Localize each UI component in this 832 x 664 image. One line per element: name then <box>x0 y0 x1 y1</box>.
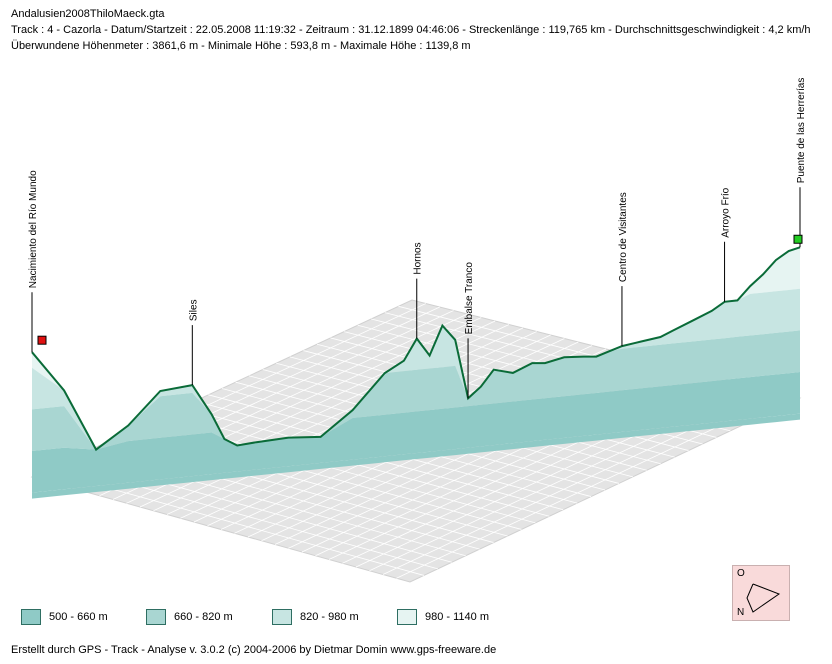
legend-item-1: 500 - 660 m <box>21 609 108 625</box>
elevation-chart: Nacimiento del Río Mundo Siles Hornos Embal… <box>28 78 807 583</box>
legend-label: 500 - 660 m <box>49 611 108 623</box>
legend-label: 820 - 980 m <box>300 611 359 623</box>
waypoint-label: Puente de las Herrerías <box>796 78 807 184</box>
header: Andalusien2008ThiloMaeck.gta Track : 4 -… <box>11 6 811 54</box>
legend: 500 - 660 m 660 - 820 m 820 - 980 m 980 … <box>0 609 832 629</box>
waypoint-label: Arroyo Frío <box>721 187 732 237</box>
legend-swatch <box>397 609 417 625</box>
file-title: Andalusien2008ThiloMaeck.gta <box>11 8 165 20</box>
elevation-profile-line <box>31 246 801 452</box>
waypoint-label: Centro de Visitantes <box>618 192 629 282</box>
end-marker <box>793 234 803 244</box>
elevation-base <box>32 413 800 499</box>
legend-label: 980 - 1140 m <box>425 611 490 623</box>
elevation-band-2 <box>32 330 800 451</box>
compass-arrow-icon <box>746 583 781 613</box>
legend-item-4: 980 - 1140 m <box>397 609 489 625</box>
waypoint-label: Nacimiento del Río Mundo <box>28 170 39 288</box>
legend-swatch <box>21 609 41 625</box>
compass-label-top: O <box>737 568 745 579</box>
waypoint-label: Hornos <box>413 242 424 274</box>
legend-item-2: 660 - 820 m <box>146 609 233 625</box>
waypoint-label: Siles <box>188 299 199 321</box>
elevation-info: Überwundene Höhenmeter : 3861,6 m - Mini… <box>11 40 471 52</box>
elevation-band-3 <box>32 288 800 450</box>
legend-swatch <box>146 609 166 625</box>
legend-item-3: 820 - 980 m <box>272 609 359 625</box>
compass-label-bottom: N <box>737 607 745 618</box>
footer-credits: Erstellt durch GPS - Track - Analyse v. … <box>11 644 497 656</box>
legend-swatch <box>272 609 292 625</box>
waypoint-label: Embalse Tranco <box>464 262 475 335</box>
legend-label: 660 - 820 m <box>174 611 233 623</box>
elevation-band-1 <box>32 372 800 493</box>
compass: O N <box>732 565 790 621</box>
start-marker <box>37 335 47 345</box>
track-info: Track : 4 - Cazorla - Datum/Startzeit : … <box>11 24 811 36</box>
